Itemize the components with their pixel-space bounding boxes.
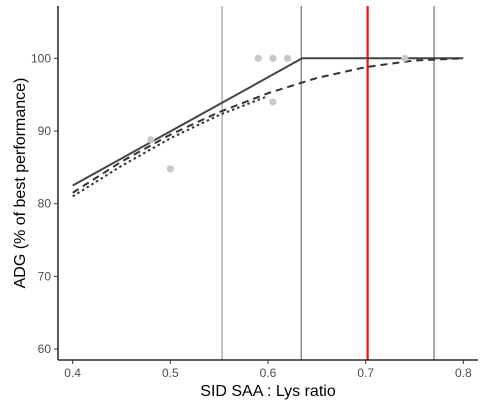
x-tick-label-2: 0.6 — [260, 366, 277, 380]
data-point-3 — [269, 54, 277, 62]
y-tick-label-1: 70 — [38, 269, 52, 283]
y-tick-label-4: 100 — [31, 51, 51, 65]
x-tick-label-0: 0.4 — [64, 366, 81, 380]
y-axis-title: ADG (% of best performance) — [12, 78, 29, 289]
x-axis-title: SID SAA : Lys ratio — [200, 383, 336, 400]
data-point-0 — [147, 136, 155, 144]
reference-lines — [221, 6, 435, 360]
data-point-6 — [401, 54, 409, 62]
x-tick-label-1: 0.5 — [162, 366, 179, 380]
y-tick-label-3: 90 — [38, 124, 52, 138]
data-points — [147, 54, 409, 173]
series-line-dashed — [72, 57, 464, 194]
tick-labels: 0.4 0.5 0.6 0.7 0.8 60 70 80 90 100 — [31, 51, 472, 380]
data-point-5 — [269, 98, 277, 106]
y-tick-label-0: 60 — [38, 342, 52, 356]
series-lines — [72, 57, 464, 198]
y-tick-label-2: 80 — [38, 197, 52, 211]
data-point-4 — [283, 54, 292, 62]
data-point-2 — [254, 54, 262, 62]
x-tick-label-4: 0.8 — [455, 366, 472, 380]
series-line-dotted — [72, 95, 269, 198]
data-point-1 — [166, 165, 174, 173]
axes — [54, 6, 478, 364]
series-line-solid — [72, 57, 464, 187]
x-tick-label-3: 0.7 — [357, 366, 374, 380]
